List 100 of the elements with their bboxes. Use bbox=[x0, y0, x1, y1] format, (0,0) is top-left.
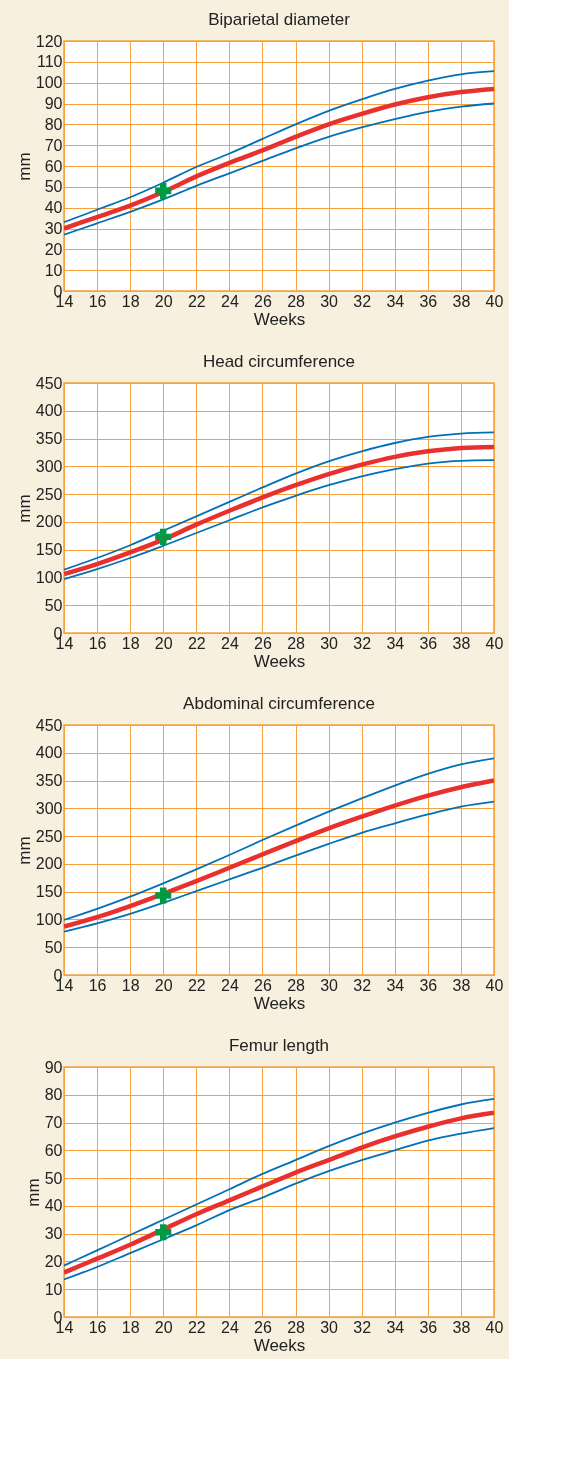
x-tick-label: 40 bbox=[485, 292, 504, 310]
x-tick-label: 28 bbox=[287, 1318, 306, 1336]
y-tick-label: 400 bbox=[35, 402, 63, 420]
x-tick-label: 38 bbox=[452, 1318, 471, 1336]
x-tick-label: 30 bbox=[320, 1318, 339, 1336]
x-tick-label: 18 bbox=[121, 634, 140, 652]
y-tick-label: 90 bbox=[44, 95, 63, 112]
y-tick-label: 300 bbox=[35, 457, 63, 475]
x-tick-label: 28 bbox=[287, 976, 306, 994]
x-tick-label: 16 bbox=[88, 634, 107, 652]
y-tick-label: 350 bbox=[35, 430, 63, 448]
x-tick-label: 34 bbox=[386, 292, 405, 310]
x-tick-label: 26 bbox=[254, 976, 272, 994]
x-tick-label: 20 bbox=[154, 1318, 173, 1336]
x-tick-label: 24 bbox=[220, 634, 239, 652]
x-tick-label: 34 bbox=[386, 1318, 405, 1336]
y-tick-label: 250 bbox=[35, 827, 63, 845]
x-tick-label: 22 bbox=[187, 292, 206, 310]
chart-title: Abdominal circumference bbox=[183, 694, 375, 713]
y-tick-label: 100 bbox=[35, 910, 63, 928]
x-tick-label: 38 bbox=[452, 976, 471, 994]
x-tick-label: 38 bbox=[452, 634, 471, 652]
y-tick-label: 400 bbox=[35, 744, 63, 762]
x-tick-label: 16 bbox=[88, 976, 107, 994]
y-tick-label: 60 bbox=[44, 157, 63, 175]
x-tick-label: 30 bbox=[320, 976, 339, 994]
y-tick-label: 50 bbox=[44, 596, 63, 614]
x-tick-label: 22 bbox=[187, 634, 206, 652]
y-tick-label: 150 bbox=[35, 883, 63, 901]
x-tick-label: 40 bbox=[485, 634, 504, 652]
x-tick-label: 18 bbox=[121, 292, 140, 310]
y-tick-label: 450 bbox=[35, 374, 63, 392]
y-tick-label: 450 bbox=[35, 716, 63, 734]
y-tick-label: 100 bbox=[35, 568, 63, 586]
x-tick-label: 20 bbox=[154, 292, 173, 310]
x-tick-label: 30 bbox=[320, 634, 339, 652]
y-tick-label: 50 bbox=[44, 1169, 63, 1187]
chart-title: Biparietal diameter bbox=[208, 10, 351, 29]
y-tick-label: 80 bbox=[44, 1086, 63, 1104]
x-tick-label: 32 bbox=[353, 976, 372, 994]
y-tick-label: 20 bbox=[44, 240, 63, 258]
x-tick-label: 36 bbox=[419, 292, 438, 310]
x-tick-label: 18 bbox=[121, 1318, 140, 1336]
x-tick-label: 24 bbox=[220, 292, 239, 310]
line-series bbox=[64, 757, 494, 921]
y-tick-label: 250 bbox=[35, 485, 63, 503]
y-tick-label: 60 bbox=[44, 1141, 63, 1159]
x-tick-label: 24 bbox=[220, 1318, 239, 1336]
y-tick-label: 300 bbox=[35, 799, 63, 817]
x-tick-label: 16 bbox=[88, 292, 107, 310]
y-tick-label: 100 bbox=[35, 74, 63, 92]
line-series bbox=[64, 800, 494, 933]
y-tick-label: 110 bbox=[36, 53, 63, 71]
chart-title: Head circumference bbox=[202, 352, 356, 371]
y-tick-label: 200 bbox=[35, 855, 63, 873]
x-axis-title: Weeks bbox=[253, 993, 306, 1013]
x-tick-label: 26 bbox=[254, 292, 272, 310]
x-axis-title: Weeks bbox=[253, 309, 306, 329]
line-series bbox=[64, 778, 494, 929]
y-tick-label: 50 bbox=[44, 938, 63, 956]
y-tick-label: 120 bbox=[35, 32, 63, 50]
x-tick-label: 38 bbox=[452, 292, 471, 310]
x-tick-label: 32 bbox=[353, 1318, 372, 1336]
x-tick-label: 40 bbox=[485, 1318, 504, 1336]
y-tick-label: 10 bbox=[44, 261, 63, 279]
y-tick-label: 20 bbox=[44, 1252, 63, 1270]
x-axis-title: Weeks bbox=[253, 651, 306, 671]
y-tick-label: 40 bbox=[44, 199, 63, 217]
y-tick-label: 200 bbox=[35, 513, 63, 531]
x-tick-label: 32 bbox=[353, 634, 372, 652]
x-tick-label: 32 bbox=[353, 292, 372, 310]
x-tick-label: 28 bbox=[287, 292, 306, 310]
x-tick-label: 26 bbox=[254, 1318, 272, 1336]
chart-title: Femur length bbox=[228, 1036, 330, 1055]
y-tick-label: 40 bbox=[44, 1197, 63, 1215]
y-tick-label: 90 bbox=[44, 1058, 63, 1076]
x-tick-label: 36 bbox=[419, 1318, 438, 1336]
x-tick-label: 22 bbox=[187, 1318, 206, 1336]
x-tick-label: 36 bbox=[419, 634, 438, 652]
y-tick-label: 30 bbox=[44, 220, 63, 237]
y-tick-label: 350 bbox=[35, 772, 63, 790]
y-tick-label: 70 bbox=[44, 1114, 63, 1132]
x-tick-label: 24 bbox=[220, 976, 239, 994]
y-axis-title: mm bbox=[23, 1178, 43, 1207]
y-tick-label: 150 bbox=[35, 541, 63, 559]
y-tick-label: 30 bbox=[44, 1225, 63, 1243]
y-tick-label: 50 bbox=[44, 178, 63, 196]
x-tick-label: 36 bbox=[419, 976, 438, 994]
y-tick-label: 10 bbox=[44, 1280, 63, 1298]
x-tick-label: 28 bbox=[287, 634, 306, 652]
y-axis-title: mm bbox=[14, 494, 34, 523]
x-tick-label: 26 bbox=[254, 634, 272, 652]
y-axis-title: mm bbox=[14, 836, 34, 865]
x-tick-label: 30 bbox=[320, 292, 339, 310]
y-tick-label: 70 bbox=[44, 136, 63, 154]
x-tick-label: 18 bbox=[121, 976, 140, 994]
x-tick-label: 22 bbox=[187, 976, 206, 994]
x-tick-label: 16 bbox=[88, 1318, 107, 1336]
x-tick-label: 20 bbox=[154, 634, 173, 652]
x-tick-label: 20 bbox=[154, 976, 173, 994]
